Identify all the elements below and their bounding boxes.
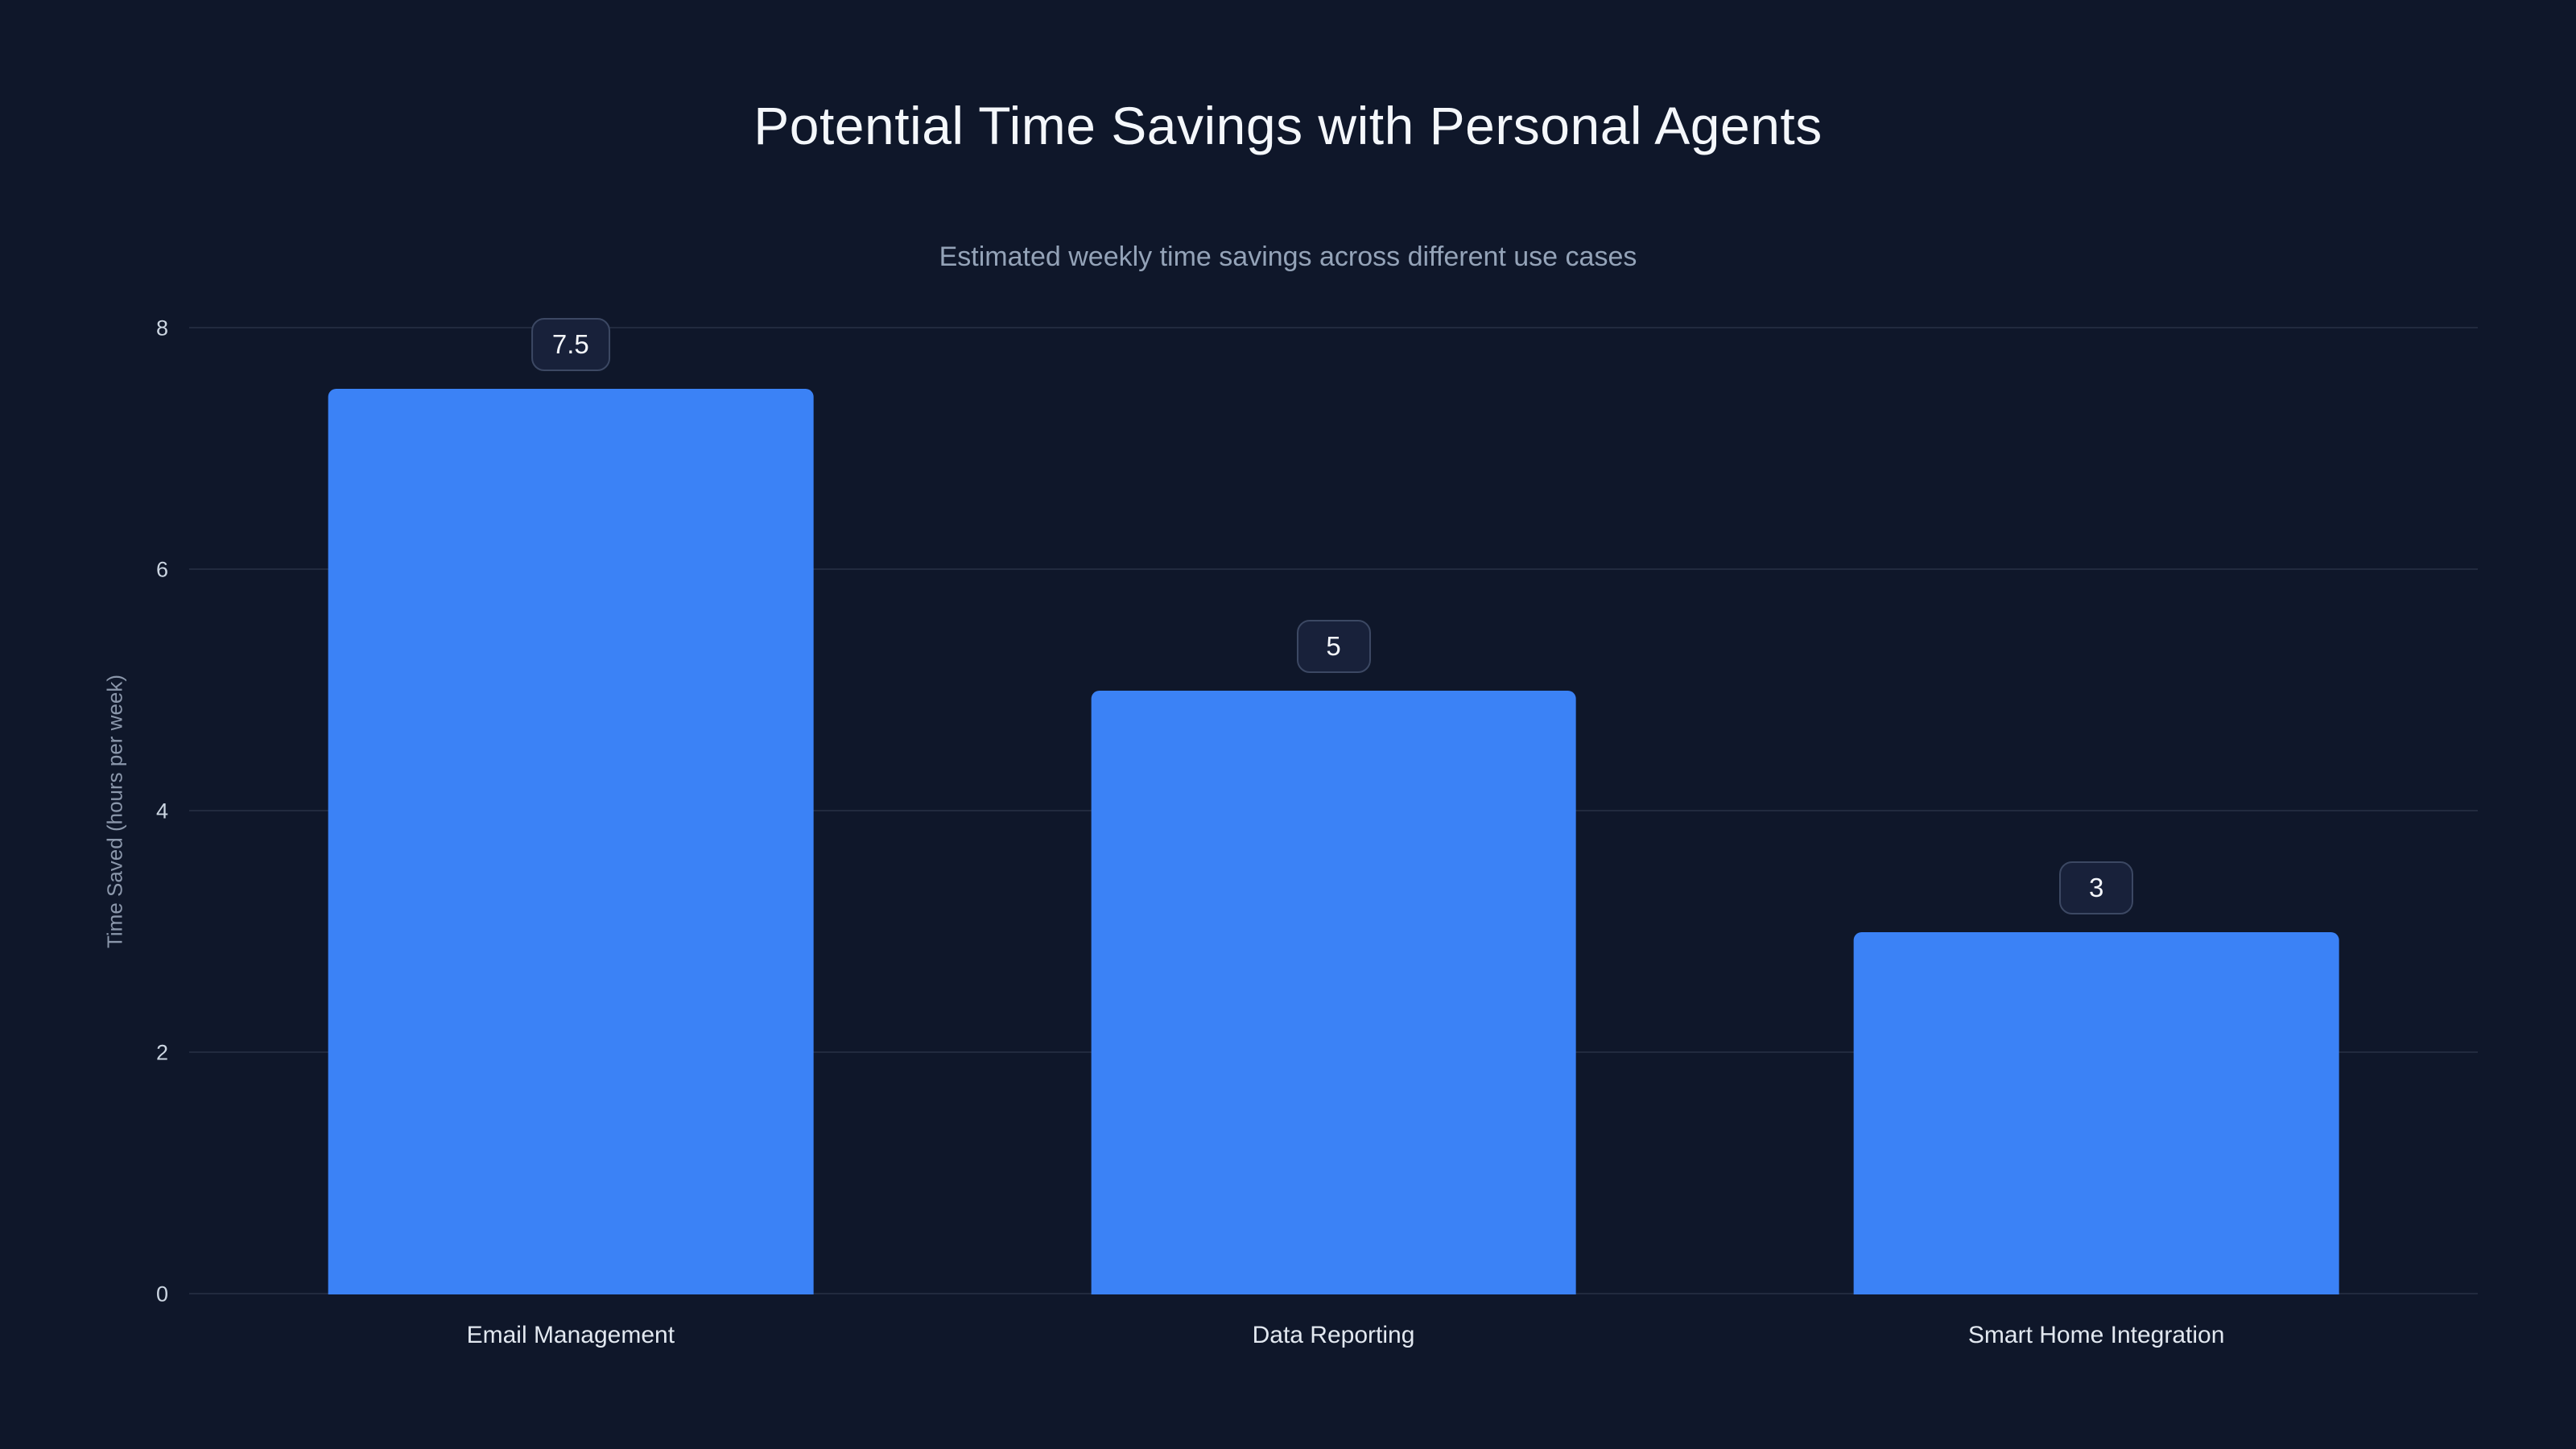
- x-tick-label-data-reporting: Data Reporting: [1252, 1322, 1415, 1348]
- y-tick-label-6: 6: [155, 557, 168, 582]
- value-label-email-management: 7.5: [530, 318, 610, 371]
- x-tick-label-smart-home-integration: Smart Home Integration: [1967, 1322, 2225, 1348]
- bar-email-management[interactable]: [328, 389, 814, 1294]
- y-tick-label-2: 2: [155, 1040, 168, 1065]
- chart-subtitle: Estimated weekly time savings across dif…: [939, 242, 1637, 272]
- plot-area: 0 2 4 6 8 7.5 5 3: [156, 316, 2478, 1307]
- y-tick-label-8: 8: [155, 316, 168, 341]
- value-label-smart-home-integration: 3: [2059, 861, 2134, 914]
- x-tick-label-email-management: Email Management: [466, 1322, 675, 1348]
- gridline-y-6: [189, 568, 2478, 570]
- bar-data-reporting[interactable]: [1091, 691, 1576, 1294]
- bar-smart-home-integration[interactable]: [1853, 932, 2339, 1294]
- y-axis-title: Time Saved (hours per week): [102, 674, 127, 949]
- y-tick-label-0: 0: [155, 1282, 168, 1307]
- value-label-data-reporting: 5: [1296, 620, 1371, 673]
- x-axis-labels: Email Management Data Reporting Smart Home…: [189, 1322, 2478, 1357]
- gridline-y-8: [189, 327, 2478, 328]
- y-tick-label-4: 4: [155, 799, 168, 824]
- chart-title: Potential Time Savings with Personal Age…: [753, 96, 1823, 155]
